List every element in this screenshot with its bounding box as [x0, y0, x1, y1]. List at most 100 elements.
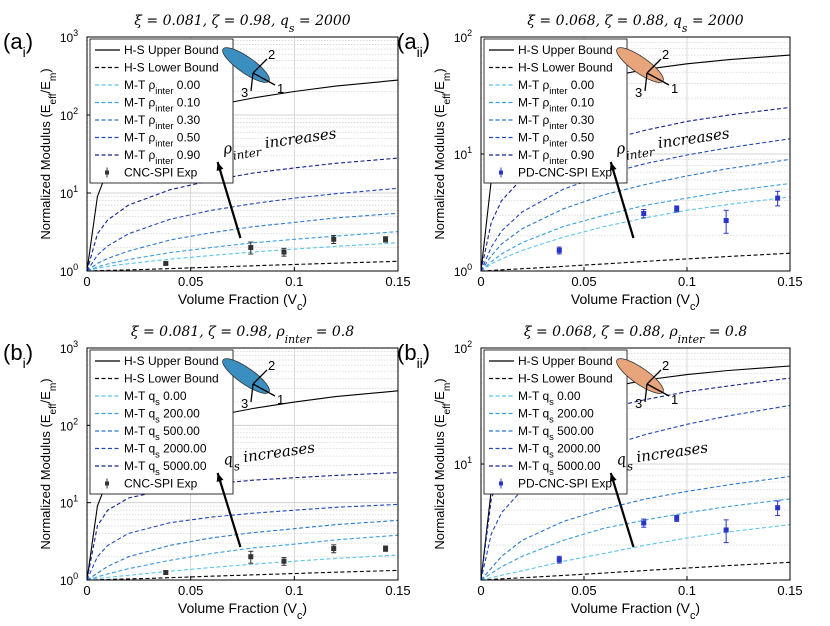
y-tick-label: 102 [60, 106, 78, 123]
text-span: ) [695, 291, 700, 307]
axis-arrow-2 [252, 369, 268, 385]
panel-label: (aii) [397, 29, 430, 60]
text-span: H-S Upper Bound [124, 354, 219, 368]
legend-marker [105, 170, 109, 175]
panel-label-close: ) [423, 340, 430, 365]
tick-base: 10 [454, 31, 468, 45]
y-axis-label: Normalized Modulus (Eeff/Em) [432, 378, 453, 549]
legend-label: H-S Upper Bound [518, 43, 613, 57]
text-span: ξ = 0.081, ζ = 0.98, ρ [131, 324, 286, 340]
x-tick-label: 0.1 [285, 274, 303, 289]
trend-arrow-head [216, 162, 224, 171]
text-span: ) [432, 68, 447, 72]
x-tick-label: 0.15 [777, 274, 802, 289]
series-line-5 [480, 138, 791, 272]
text-span: ξ = 0.081, ζ = 0.98, q [134, 13, 289, 29]
panel-label-sub: i [23, 355, 26, 371]
subscript-text: inter [678, 333, 705, 346]
x-tick-label: 0 [477, 274, 484, 289]
tick-base: 10 [60, 31, 74, 45]
text-span: M-T ρ [124, 148, 155, 162]
tick-exponent: 2 [73, 106, 78, 116]
subscript-text: m [442, 383, 453, 391]
tick-base: 10 [454, 265, 468, 279]
trend-arrow-head [216, 473, 224, 482]
text-span: q [615, 450, 627, 469]
subscript-text: inter [625, 145, 657, 163]
legend-label: M-T qs 200.00 [518, 407, 594, 425]
text-span: M-T q [518, 442, 549, 456]
legend-label: M-T qs 0.00 [518, 389, 581, 407]
axis-label-1: 1 [671, 81, 678, 96]
data-point [248, 554, 254, 560]
trend-arrow [216, 161, 242, 239]
text-span: ) [432, 378, 447, 382]
series-line-2 [480, 524, 791, 581]
data-point [331, 236, 337, 242]
text-span: M-T q [124, 459, 155, 473]
subscript-text: eff [442, 93, 453, 104]
subscript-text: inter [155, 121, 173, 131]
series-line-3 [86, 534, 399, 581]
series-line-2 [86, 554, 399, 581]
subscript-text: m [48, 73, 59, 81]
tick-base: 10 [60, 109, 74, 123]
series-line-5 [86, 187, 399, 272]
text-span: M-T ρ [518, 131, 549, 145]
text-span: Normalized Modulus (E [432, 104, 447, 239]
chart-title: ξ = 0.068, ζ = 0.88, ρinter = 0.8 [524, 324, 747, 346]
tick-exponent: 1 [467, 145, 472, 155]
text-span: 0.10 [173, 96, 200, 110]
legend-box [483, 349, 628, 495]
legend-label: H-S Lower Bound [518, 372, 613, 386]
text-span: ξ = 0.068, ζ = 0.88, ρ [524, 324, 679, 340]
data-point [281, 558, 287, 564]
x-tick-label: 0.1 [678, 274, 696, 289]
tick-base: 10 [454, 458, 468, 472]
tick-exponent: 3 [73, 28, 78, 38]
text-span: Volume Fraction (V [178, 291, 298, 307]
text-span: 200.00 [554, 407, 594, 421]
data-point [556, 557, 562, 563]
series-line-4 [480, 158, 791, 272]
text-span: Volume Fraction (V [571, 291, 691, 307]
legend-label: H-S Lower Bound [518, 61, 613, 75]
panel-label-close: ) [26, 340, 33, 365]
text-span: M-T q [518, 424, 549, 438]
data-point [775, 505, 781, 511]
x-tick-label: 0 [83, 583, 90, 598]
tick-exponent: 0 [73, 571, 78, 581]
panel-label-main: (b [3, 340, 23, 365]
legend-label: H-S Upper Bound [518, 354, 613, 368]
series-line-6 [480, 377, 791, 581]
text-span: M-T ρ [124, 113, 155, 127]
text-span: Volume Fraction (V [571, 600, 691, 616]
text-span: 0.90 [173, 148, 200, 162]
axis-label-3: 3 [241, 396, 248, 411]
text-span: H-S Upper Bound [124, 43, 219, 57]
text-span: Normalized Modulus (E [432, 414, 447, 549]
legend-label: M-T ρinter 0.00 [518, 78, 594, 96]
trend-arrow [609, 472, 635, 548]
tick-base: 10 [60, 342, 74, 356]
trend-arrow [609, 161, 635, 239]
text-span: ) [38, 378, 53, 382]
y-tick-label: 101 [454, 455, 472, 472]
subscript-text: s [155, 450, 160, 460]
text-span: 0.30 [567, 113, 594, 127]
subscript-text: eff [48, 403, 59, 414]
panel-label-close: ) [423, 29, 430, 54]
tick-exponent: 1 [73, 184, 78, 194]
text-span: /E [38, 81, 53, 94]
y-tick-label: 100 [60, 262, 78, 279]
text-span: ρ [614, 139, 626, 158]
axis-label-3: 3 [635, 396, 642, 411]
y-tick-label: 101 [60, 494, 78, 511]
series-line-6 [86, 157, 399, 272]
panel-label-sub: ii [417, 44, 423, 60]
data-point [641, 211, 647, 217]
text-span: Normalized Modulus (E [38, 414, 53, 549]
text-span: /E [432, 391, 447, 404]
axis-arrow-3 [250, 72, 254, 92]
